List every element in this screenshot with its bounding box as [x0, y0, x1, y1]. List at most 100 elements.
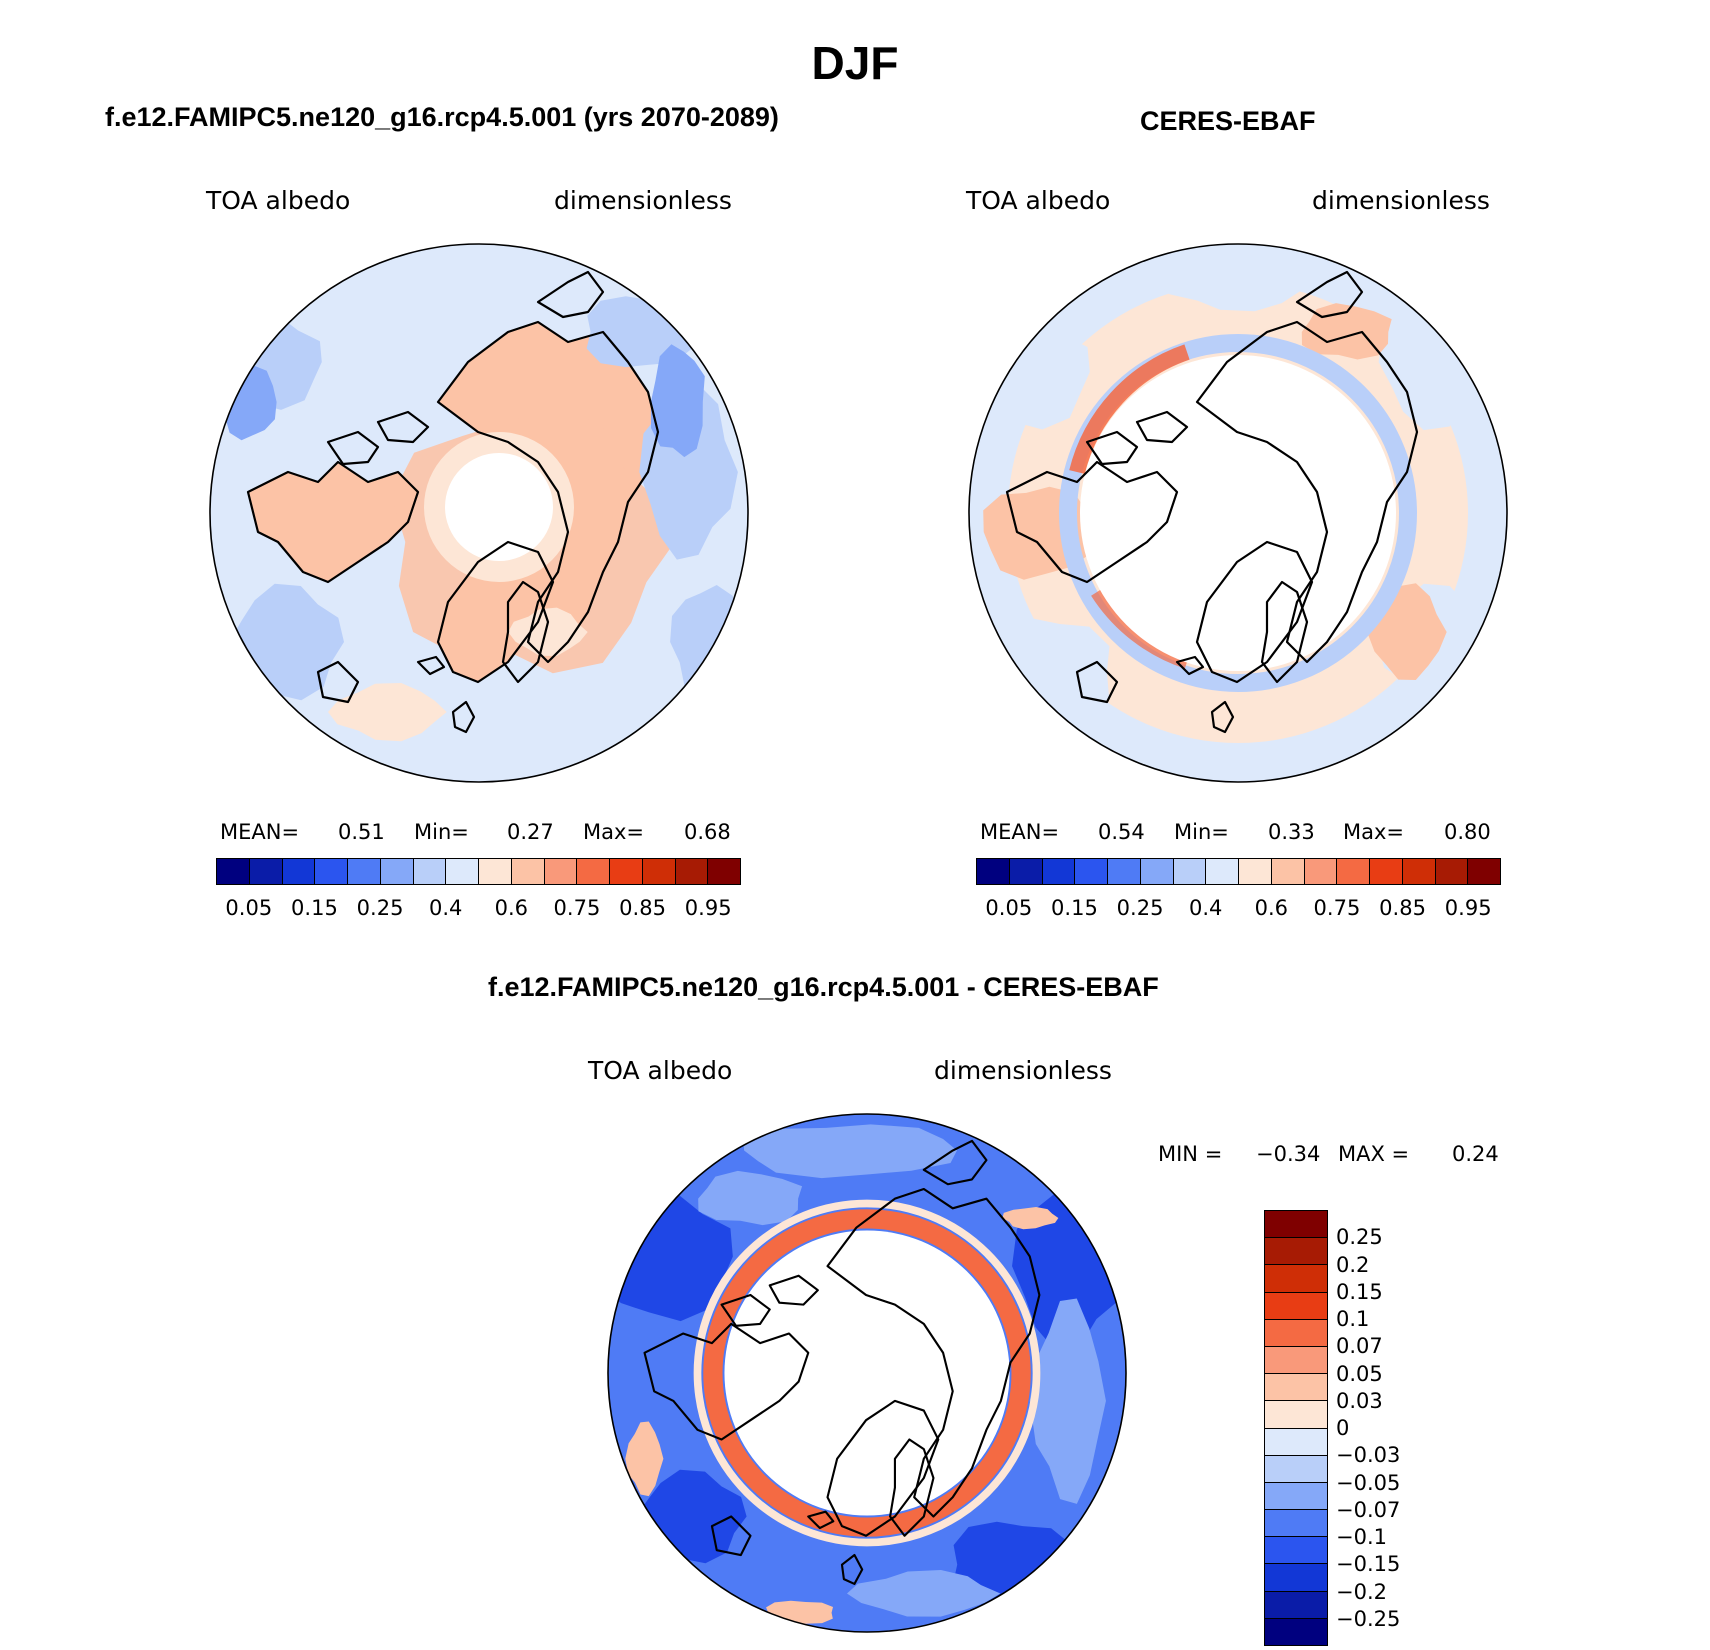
coastline [1085, 430, 1139, 466]
coastline [416, 655, 446, 676]
panel-obs-mean: 0.54 [1098, 820, 1145, 844]
coastline [501, 580, 550, 684]
panel-obs-colorbar [976, 858, 1501, 885]
colorbar-box [1265, 1211, 1327, 1239]
coastline [710, 1515, 752, 1557]
colorbar-tick-label: 0.15 [291, 896, 338, 920]
colorbar-box [1271, 859, 1305, 884]
map-border [607, 1113, 1127, 1633]
map-region [743, 1124, 957, 1179]
colorbar-box [380, 859, 414, 884]
colorbar-box [1265, 1428, 1327, 1456]
panel-model-min-label: Min= [414, 820, 469, 844]
colorbar-box [1402, 859, 1436, 884]
panel-model-max: 0.68 [684, 820, 731, 844]
colorbar-box [217, 859, 250, 884]
colorbar-box [1265, 1292, 1327, 1320]
colorbar-box [1468, 859, 1500, 884]
coastline [643, 1322, 810, 1441]
coastline [807, 1510, 835, 1530]
panel-model-units: dimensionless [554, 186, 732, 215]
polar-hole [724, 1230, 1010, 1516]
colorbar-tick-label: 0.05 [985, 896, 1033, 920]
colorbar-tick-label: 0.6 [1254, 896, 1289, 920]
map-region [508, 607, 588, 656]
panel-diff-map [607, 1113, 1127, 1633]
colorbar-box [1265, 1346, 1327, 1375]
colorbar-box [1265, 1319, 1327, 1347]
panel-obs-mean-label: MEAN= [980, 820, 1060, 844]
colorbar-box [282, 859, 316, 884]
colorbar-box [708, 859, 740, 884]
panel-diff-variable: TOA albedo [588, 1056, 733, 1085]
colorbar-tick-label: 0.03 [1336, 1388, 1383, 1413]
panel-diff-min-label: MIN = [1158, 1142, 1223, 1166]
colorbar-box [1370, 859, 1403, 884]
colorbar-tick-label: 0.05 [1336, 1361, 1383, 1386]
colorbar-box [1206, 859, 1239, 884]
map-region [328, 683, 447, 742]
map-region [987, 618, 1110, 725]
colorbar-tick-label: 0.05 [225, 896, 273, 920]
coastline [840, 1553, 864, 1585]
colorbar-tick-label: 0 [1336, 1416, 1350, 1440]
map-border [209, 243, 749, 783]
colorbar-tick-label: 0.1 [1336, 1307, 1370, 1331]
map-region [248, 462, 418, 582]
coastline [889, 1438, 935, 1537]
colorbar-tick-label: 0.25 [356, 896, 404, 920]
colorbar-tick-label: 0.07 [1336, 1334, 1383, 1359]
colorbar-box [675, 859, 709, 884]
colorbar-box [315, 859, 348, 884]
panel-diff-min: −0.34 [1256, 1142, 1321, 1166]
colorbar-tick-label: 0.4 [428, 896, 463, 920]
coastline [922, 1139, 988, 1186]
colorbar-box [642, 859, 676, 884]
coastline [826, 1399, 940, 1537]
panel-model-variable: TOA albedo [206, 186, 351, 215]
colorbar-box [1173, 859, 1207, 884]
colorbar-box [1304, 859, 1338, 884]
map-region [650, 344, 705, 458]
panel-model-max-label: Max= [583, 820, 645, 844]
panel-diff-max-label: MAX = [1338, 1142, 1410, 1166]
map-region [438, 322, 658, 662]
map-region [765, 1600, 834, 1625]
colorbar-box [1265, 1238, 1327, 1266]
panel-obs-map [968, 243, 1508, 783]
map-region [693, 1199, 1041, 1547]
colorbar-tick-label: 0.15 [1336, 1279, 1383, 1304]
colorbar-tick-label: 0.75 [1313, 896, 1361, 920]
coastline [1195, 320, 1419, 664]
colorbar-tick-label: 0.75 [553, 896, 601, 920]
panel-obs-units: dimensionless [1312, 186, 1490, 215]
main-title: DJF [811, 37, 899, 89]
coastline [768, 1274, 819, 1306]
panel-obs-title: CERES-EBAF [1140, 106, 1316, 136]
coastline [1135, 410, 1189, 444]
colorbar-box [1265, 1618, 1327, 1645]
colorbar-tick-label: 0.95 [684, 896, 732, 920]
colorbar-tick-label: −0.15 [1336, 1552, 1401, 1577]
colorbar-tick-label: 0.4 [1188, 896, 1223, 920]
map-region [1069, 344, 1190, 475]
panel-obs-min-label: Min= [1174, 820, 1229, 844]
colorbar-box [249, 859, 283, 884]
colorbar-tick-label: 0.95 [1444, 896, 1492, 920]
coastline [536, 270, 605, 319]
coastline [1260, 580, 1309, 684]
map-region [698, 1170, 803, 1226]
colorbar-box [413, 859, 447, 884]
polar-hole [445, 453, 553, 561]
coastline [1075, 660, 1119, 704]
coastline [436, 540, 555, 684]
colorbar-box [1075, 859, 1108, 884]
colorbar-box [1265, 1374, 1327, 1402]
colorbar-tick-label: 0.15 [1051, 896, 1098, 920]
coastline [316, 660, 360, 704]
colorbar-box [1435, 859, 1469, 884]
colorbar-box [577, 859, 610, 884]
coastline [720, 1293, 771, 1327]
colorbar-box [1108, 859, 1141, 884]
colorbar-tick-label: 0.25 [1116, 896, 1164, 920]
